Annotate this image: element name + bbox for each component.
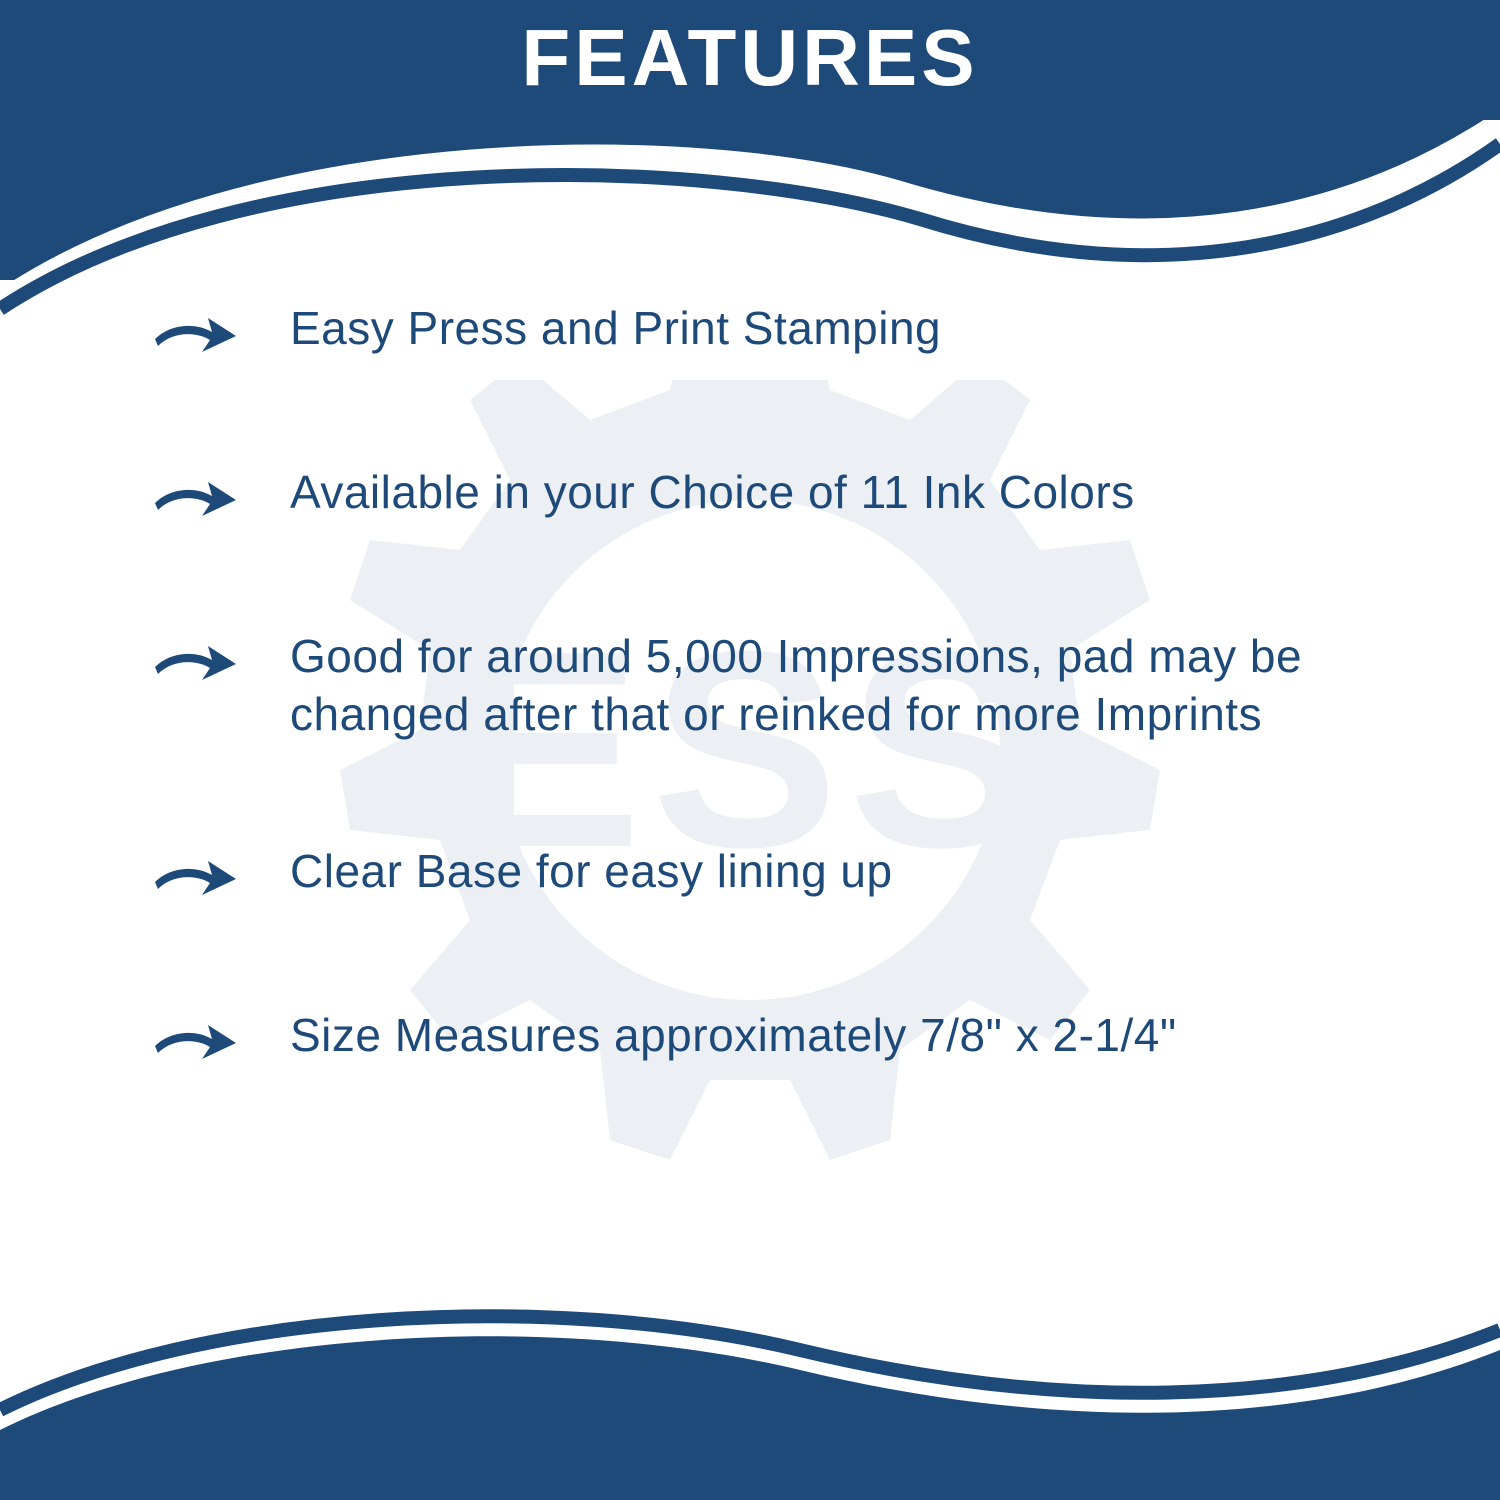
feature-list: Easy Press and Print Stamping Available …	[150, 300, 1360, 1171]
feature-text: Available in your Choice of 11 Ink Color…	[290, 464, 1135, 522]
feature-text: Easy Press and Print Stamping	[290, 300, 941, 358]
feature-item: Clear Base for easy lining up	[150, 843, 1360, 907]
page-title: FEATURES	[0, 12, 1500, 104]
arrow-right-icon	[150, 1011, 240, 1071]
feature-item: Easy Press and Print Stamping	[150, 300, 1360, 364]
feature-text: Size Measures approximately 7/8" x 2-1/4…	[290, 1007, 1177, 1065]
arrow-right-icon	[150, 847, 240, 907]
feature-text: Good for around 5,000 Impressions, pad m…	[290, 628, 1360, 743]
bottom-swoosh	[0, 1300, 1500, 1500]
feature-item: Available in your Choice of 11 Ink Color…	[150, 464, 1360, 528]
infographic-canvas: ESS FEATURES Easy Press and Print Stampi…	[0, 0, 1500, 1500]
feature-text: Clear Base for easy lining up	[290, 843, 893, 901]
arrow-right-icon	[150, 304, 240, 364]
feature-item: Good for around 5,000 Impressions, pad m…	[150, 628, 1360, 743]
arrow-right-icon	[150, 468, 240, 528]
arrow-right-icon	[150, 632, 240, 692]
feature-item: Size Measures approximately 7/8" x 2-1/4…	[150, 1007, 1360, 1071]
